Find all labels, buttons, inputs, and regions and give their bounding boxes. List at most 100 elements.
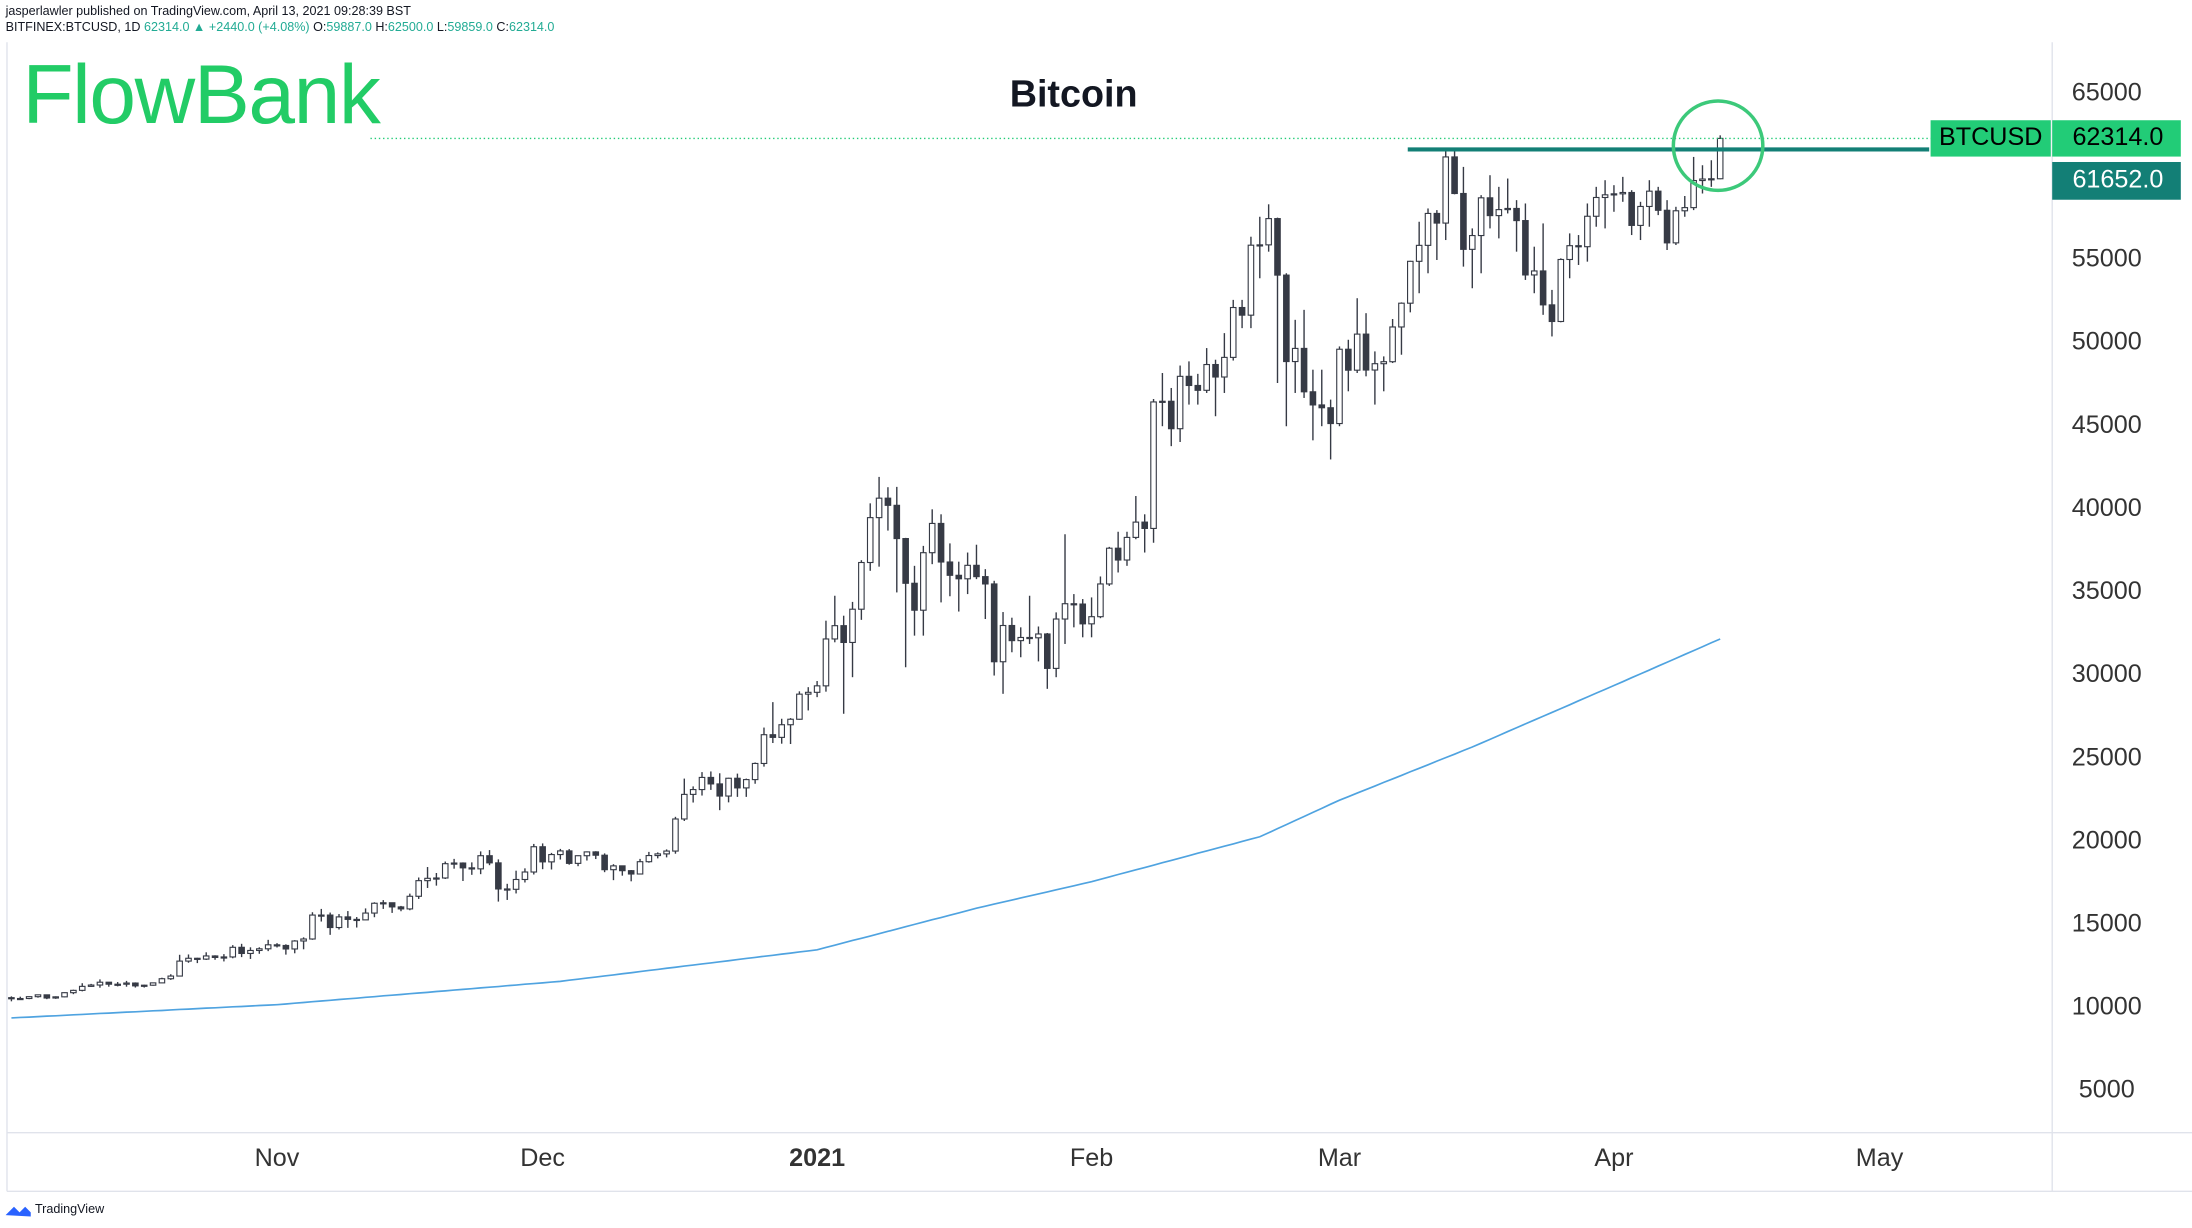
candle-body bbox=[654, 853, 662, 857]
candle-body bbox=[1283, 274, 1290, 363]
candle-body bbox=[601, 854, 608, 871]
candle-body bbox=[911, 582, 918, 611]
candle-body bbox=[1380, 361, 1388, 365]
y-tick-label: 55000 bbox=[2072, 245, 2142, 273]
candle-body bbox=[1477, 197, 1485, 237]
candle-body bbox=[397, 906, 405, 910]
candle-body bbox=[680, 793, 688, 820]
candle-body bbox=[734, 777, 741, 789]
candle-body bbox=[1389, 326, 1396, 363]
candle-body bbox=[1654, 190, 1662, 211]
candle-body bbox=[495, 862, 502, 890]
candle-body bbox=[1167, 400, 1175, 430]
candle-body bbox=[1061, 603, 1069, 620]
candle-body bbox=[1141, 521, 1148, 529]
candle-body bbox=[43, 994, 51, 999]
candle-body bbox=[105, 981, 113, 985]
candle-body bbox=[459, 862, 467, 869]
candle-body bbox=[946, 561, 954, 576]
candle-body bbox=[822, 638, 830, 687]
candle-body bbox=[1291, 347, 1299, 363]
chart-title: Bitcoin bbox=[1010, 73, 1138, 115]
candle-body bbox=[893, 504, 901, 540]
candle-body bbox=[247, 949, 254, 955]
candle-body bbox=[1336, 348, 1343, 425]
candle-body bbox=[937, 522, 945, 563]
candle-body bbox=[8, 997, 15, 1000]
candle-body bbox=[291, 940, 299, 950]
candle-body bbox=[530, 846, 538, 873]
x-tick-label: 2021 bbox=[789, 1144, 845, 1172]
candle-body bbox=[1114, 547, 1122, 561]
candle-body bbox=[229, 946, 237, 958]
candle-body bbox=[858, 561, 865, 610]
candle-body bbox=[264, 944, 272, 950]
candle-body bbox=[1646, 190, 1653, 208]
y-tick-label: 65000 bbox=[2072, 78, 2142, 106]
candle-body bbox=[1592, 196, 1600, 217]
candle-body bbox=[1486, 197, 1494, 217]
candle-body bbox=[211, 955, 219, 959]
candle-body bbox=[132, 982, 139, 987]
candle-body bbox=[548, 853, 555, 863]
candle-body bbox=[1548, 304, 1556, 323]
candle-body bbox=[778, 724, 785, 738]
x-tick-label: Nov bbox=[255, 1144, 300, 1172]
candle-body bbox=[636, 861, 644, 875]
symbol-label-box bbox=[1930, 120, 2051, 157]
candle-body bbox=[1690, 179, 1697, 209]
candle-body bbox=[96, 981, 104, 986]
candle-body bbox=[1150, 401, 1157, 529]
candle-body bbox=[309, 914, 316, 940]
candle-body bbox=[1398, 302, 1405, 328]
candle-body bbox=[1176, 375, 1184, 430]
candle-body bbox=[1628, 191, 1635, 226]
candle-body bbox=[1504, 207, 1512, 211]
candle-body bbox=[1017, 636, 1025, 642]
candle-body bbox=[282, 944, 290, 950]
candle-body bbox=[202, 955, 210, 960]
candle-body bbox=[1663, 209, 1671, 244]
candle-body bbox=[1619, 191, 1627, 195]
candle-body bbox=[619, 865, 626, 872]
candle-body bbox=[707, 776, 715, 785]
candle-body bbox=[486, 855, 493, 864]
candle-body bbox=[1539, 270, 1547, 306]
candle-body bbox=[565, 850, 573, 864]
candle-body bbox=[539, 846, 546, 863]
candle-body bbox=[1194, 384, 1202, 391]
candle-body bbox=[1566, 245, 1573, 261]
candle-body bbox=[1035, 633, 1042, 639]
candle-body bbox=[583, 851, 591, 857]
candle-body bbox=[1601, 194, 1609, 199]
candle-body bbox=[61, 992, 68, 998]
candle-body bbox=[849, 608, 856, 644]
candle-body bbox=[185, 957, 192, 962]
y-tick-label: 35000 bbox=[2072, 577, 2142, 605]
candle-body bbox=[742, 779, 750, 789]
candle-body bbox=[433, 877, 440, 880]
moving-average-line bbox=[11, 638, 1721, 1019]
last-price-label: 62314.0 bbox=[2072, 123, 2163, 151]
candle-body bbox=[238, 946, 245, 955]
candle-body bbox=[468, 867, 476, 870]
candle-body bbox=[964, 564, 971, 580]
candle-body bbox=[1557, 258, 1565, 323]
symbol-label: BTCUSD bbox=[1939, 123, 2042, 151]
candle-body bbox=[840, 625, 847, 644]
candle-body bbox=[167, 975, 175, 980]
candle-body bbox=[875, 497, 883, 519]
candle-body bbox=[1451, 156, 1458, 195]
tradingview-footer: TradingView bbox=[5, 1202, 105, 1217]
candle-body bbox=[610, 865, 617, 871]
candle-body bbox=[1513, 207, 1520, 222]
y-tick-label: 50000 bbox=[2072, 328, 2142, 356]
y-tick-label: 45000 bbox=[2072, 411, 2142, 439]
candle-body bbox=[955, 574, 963, 580]
candle-body bbox=[751, 762, 759, 781]
candle-body bbox=[1345, 348, 1352, 371]
candle-body bbox=[1185, 375, 1193, 387]
candle-body bbox=[831, 625, 839, 640]
